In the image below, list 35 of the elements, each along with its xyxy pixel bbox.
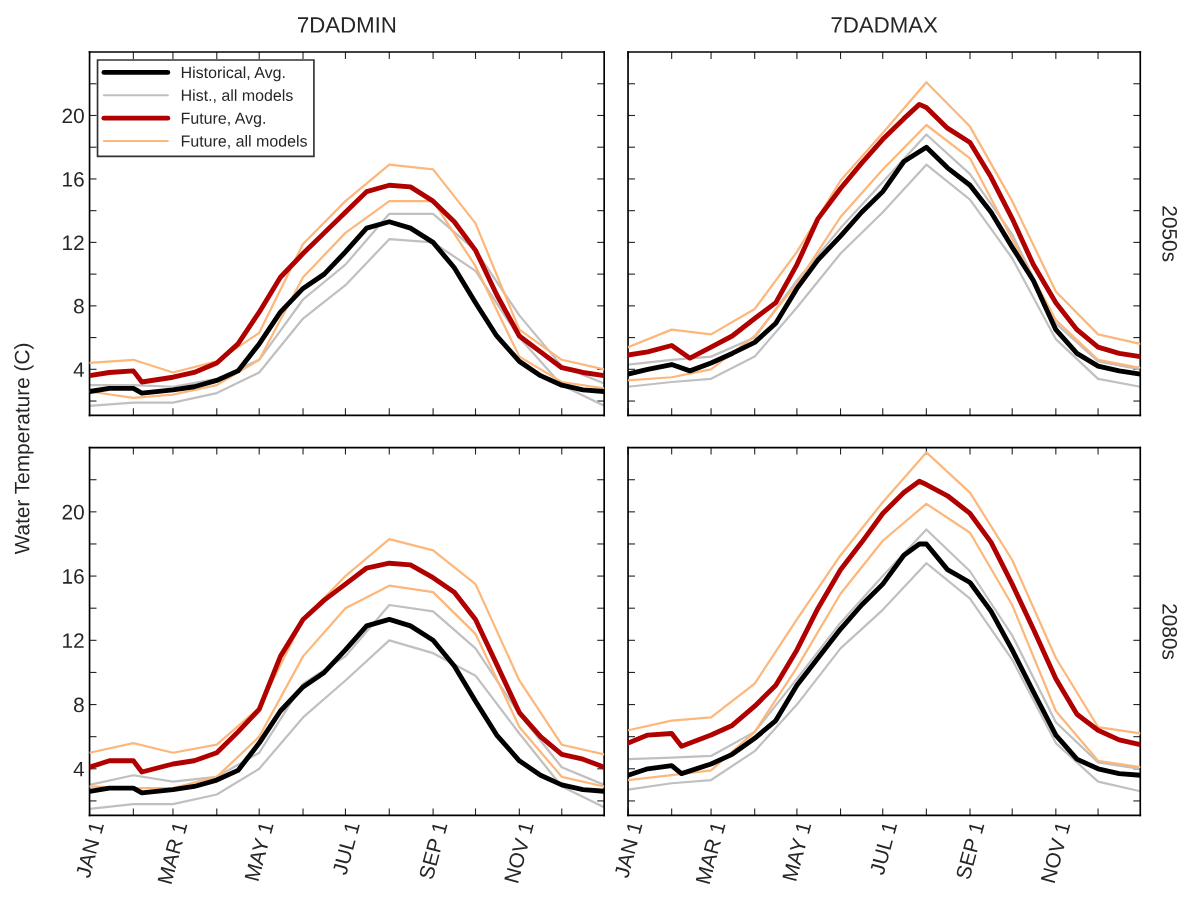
y2-axis-title: 2050s — [1162, 206, 1178, 262]
x-tick-label: JAN 1 — [614, 821, 643, 879]
x-tick-label: JUL 1 — [332, 821, 360, 876]
line-series — [89, 238, 605, 407]
legend-label: Hist., all models — [181, 89, 293, 103]
x-tick-label: JAN 1 — [75, 821, 105, 879]
chart-title: 7DADMAX — [831, 17, 938, 33]
y-tick-label: 4 — [73, 362, 85, 377]
y-tick-label: 8 — [74, 298, 84, 314]
legend-label: Historical, Avg. — [181, 66, 285, 82]
y-tick-label: 16 — [63, 569, 84, 584]
x-tick-label: MAR 1 — [695, 821, 726, 884]
x-tick-label: JUL 1 — [869, 821, 898, 876]
x-tick-label: SEP 1 — [418, 821, 448, 880]
y-tick-label: 8 — [74, 697, 84, 713]
x-tick-label: NOV 1 — [504, 821, 534, 883]
x-tick-label: MAY 1 — [782, 821, 812, 882]
chart-title: 7DADMIN — [297, 17, 396, 33]
y-tick-label: 4 — [73, 762, 85, 777]
x-tick-label: MAR 1 — [157, 821, 188, 884]
line-series — [89, 538, 605, 756]
x-tick-label: SEP 1 — [955, 821, 985, 880]
legend-label: Future, Avg. — [181, 112, 265, 128]
y-tick-label: 20 — [62, 108, 84, 124]
y2-axis-title: 2080s — [1162, 604, 1178, 660]
y-tick-label: 12 — [63, 633, 84, 648]
x-tick-label: NOV 1 — [1040, 821, 1071, 883]
line-series — [89, 560, 605, 775]
x-tick-label: MAY 1 — [244, 821, 274, 882]
y-tick-label: 20 — [62, 504, 84, 520]
line-series — [89, 639, 605, 811]
y-tick-label: 16 — [63, 171, 84, 187]
y-axis-title: Water Temperature (C) — [14, 343, 34, 555]
legend-label: Future, all models — [181, 135, 307, 149]
y-tick-label: 12 — [63, 235, 84, 250]
